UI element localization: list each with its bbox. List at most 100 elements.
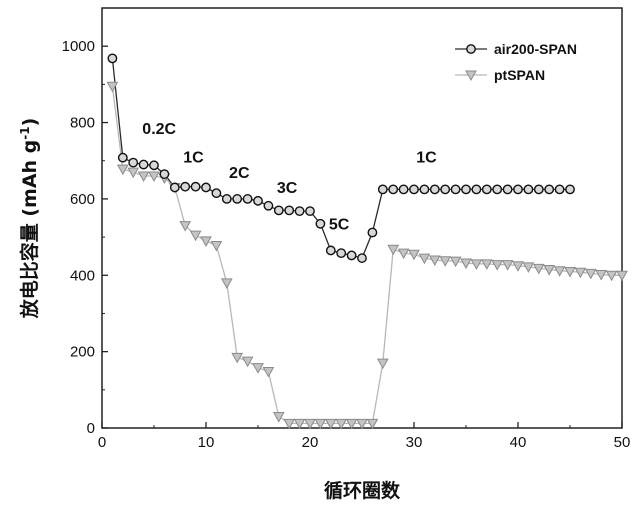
rate-label-0: 0.2C bbox=[142, 121, 176, 138]
data-point-ptspan-10 bbox=[200, 236, 212, 247]
data-point-ptspan-48 bbox=[595, 270, 608, 281]
data-point-air200-span-42 bbox=[533, 184, 544, 195]
data-point-ptspan-27 bbox=[376, 358, 389, 370]
data-point-ptspan-24 bbox=[345, 418, 358, 430]
data-point-air200-span-24 bbox=[346, 250, 357, 261]
data-point-ptspan-13 bbox=[231, 352, 244, 364]
legend-entry-air200-span: air200-SPAN bbox=[455, 41, 577, 57]
data-point-air200-span-17 bbox=[273, 205, 284, 216]
data-point-ptspan-36 bbox=[470, 259, 483, 270]
data-point-ptspan-40 bbox=[512, 261, 524, 272]
data-point-air200-span-36 bbox=[471, 184, 482, 195]
data-point-air200-span-22 bbox=[325, 245, 336, 256]
y-tick-label-1000: 1000 bbox=[62, 38, 95, 55]
y-axis-title: 放电比容量 (mAh g-1) bbox=[18, 118, 41, 320]
data-point-ptspan-35 bbox=[460, 258, 472, 270]
legend: air200-SPAN ptSPAN bbox=[455, 41, 577, 83]
data-point-ptspan-12 bbox=[220, 278, 233, 289]
data-point-air200-span-14 bbox=[242, 194, 253, 204]
data-point-air200-span-18 bbox=[284, 205, 295, 216]
data-point-ptspan-45 bbox=[564, 266, 576, 278]
data-point-air200-span-30 bbox=[409, 184, 419, 195]
data-point-air200-span-23 bbox=[336, 248, 347, 259]
data-point-air200-span-38 bbox=[492, 184, 503, 195]
data-point-air200-span-20 bbox=[305, 206, 315, 217]
data-point-air200-span-8 bbox=[180, 181, 191, 192]
data-point-ptspan-50 bbox=[616, 270, 628, 282]
data-point-ptspan-18 bbox=[283, 418, 296, 430]
data-point-ptspan-11 bbox=[210, 240, 223, 252]
x-tick-label-10: 10 bbox=[198, 434, 215, 451]
rate-label-1: 1C bbox=[183, 150, 204, 167]
data-point-air200-span-33 bbox=[440, 184, 451, 195]
data-point-air200-span-40 bbox=[513, 184, 523, 195]
data-point-ptspan-29 bbox=[397, 248, 410, 260]
x-axis-title: 循环圈数 bbox=[324, 479, 401, 502]
data-point-air200-span-9 bbox=[190, 181, 201, 192]
data-point-air200-span-28 bbox=[388, 184, 399, 195]
data-point-air200-span-1 bbox=[107, 53, 118, 64]
rate-label-3: 3C bbox=[277, 180, 298, 197]
data-point-ptspan-46 bbox=[574, 267, 587, 279]
legend-label-air200-span: air200-SPAN bbox=[494, 41, 577, 57]
data-point-ptspan-15 bbox=[252, 363, 264, 374]
data-point-air200-span-45 bbox=[565, 184, 575, 195]
data-point-air200-span-21 bbox=[315, 218, 326, 229]
data-point-air200-span-5 bbox=[149, 160, 159, 171]
data-point-ptspan-32 bbox=[428, 255, 441, 267]
y-tick-label-600: 600 bbox=[70, 191, 95, 208]
data-point-ptspan-19 bbox=[293, 418, 306, 430]
data-point-ptspan-39 bbox=[501, 260, 514, 271]
data-point-air200-span-37 bbox=[481, 184, 492, 195]
data-point-air200-span-19 bbox=[294, 206, 305, 217]
data-point-ptspan-33 bbox=[439, 256, 452, 267]
data-point-air200-span-6 bbox=[159, 169, 170, 179]
data-point-air200-span-35 bbox=[461, 184, 471, 195]
data-point-air200-span-13 bbox=[232, 194, 243, 204]
x-tick-label-50: 50 bbox=[614, 434, 631, 451]
data-point-air200-span-34 bbox=[450, 184, 461, 195]
data-point-ptspan-44 bbox=[553, 266, 566, 277]
data-point-air200-span-31 bbox=[419, 184, 430, 195]
y-axis-title-main: 放电比容量 (mAh g bbox=[18, 140, 41, 320]
series-markers bbox=[106, 53, 628, 430]
data-point-ptspan-16 bbox=[262, 366, 275, 378]
data-point-ptspan-22 bbox=[324, 418, 337, 430]
legend-label-ptspan: ptSPAN bbox=[494, 67, 545, 83]
data-point-air200-span-10 bbox=[201, 182, 211, 193]
data-point-ptspan-34 bbox=[449, 256, 462, 268]
data-point-ptspan-23 bbox=[335, 418, 348, 430]
y-axis-title-superscript: -1 bbox=[18, 126, 32, 139]
data-point-ptspan-8 bbox=[179, 221, 192, 232]
data-point-air200-span-26 bbox=[367, 227, 378, 238]
data-point-air200-span-4 bbox=[138, 159, 149, 170]
rate-labels: 0.2C 1C 2C 3C 5C 1C bbox=[142, 121, 437, 233]
data-point-air200-span-25 bbox=[357, 253, 367, 263]
data-point-ptspan-20 bbox=[304, 418, 316, 430]
y-tick-label-800: 800 bbox=[70, 115, 95, 132]
data-point-ptspan-37 bbox=[480, 259, 493, 270]
data-point-ptspan-31 bbox=[418, 253, 431, 265]
data-point-air200-span-7 bbox=[169, 182, 180, 193]
data-point-ptspan-43 bbox=[543, 265, 556, 276]
data-point-ptspan-21 bbox=[314, 418, 327, 430]
x-tick-label-0: 0 bbox=[98, 434, 106, 451]
data-point-ptspan-2 bbox=[116, 164, 129, 176]
rate-label-2: 2C bbox=[229, 165, 250, 182]
data-point-ptspan-17 bbox=[272, 412, 285, 423]
data-point-ptspan-1 bbox=[106, 81, 119, 93]
data-point-ptspan-47 bbox=[584, 268, 597, 280]
rate-label-5: 1C bbox=[416, 150, 437, 167]
data-point-ptspan-5 bbox=[148, 171, 160, 183]
data-point-ptspan-42 bbox=[532, 263, 545, 275]
data-point-air200-span-3 bbox=[128, 157, 139, 168]
y-axis-title-close: ) bbox=[19, 118, 41, 127]
data-point-air200-span-11 bbox=[211, 188, 222, 199]
legend-entry-ptspan: ptSPAN bbox=[455, 67, 545, 83]
data-point-air200-span-32 bbox=[429, 184, 440, 195]
plot-area bbox=[101, 7, 623, 429]
data-point-air200-span-29 bbox=[398, 184, 409, 195]
y-axis: 0 200 400 600 800 1000 bbox=[62, 38, 108, 437]
data-point-air200-span-27 bbox=[377, 184, 388, 195]
